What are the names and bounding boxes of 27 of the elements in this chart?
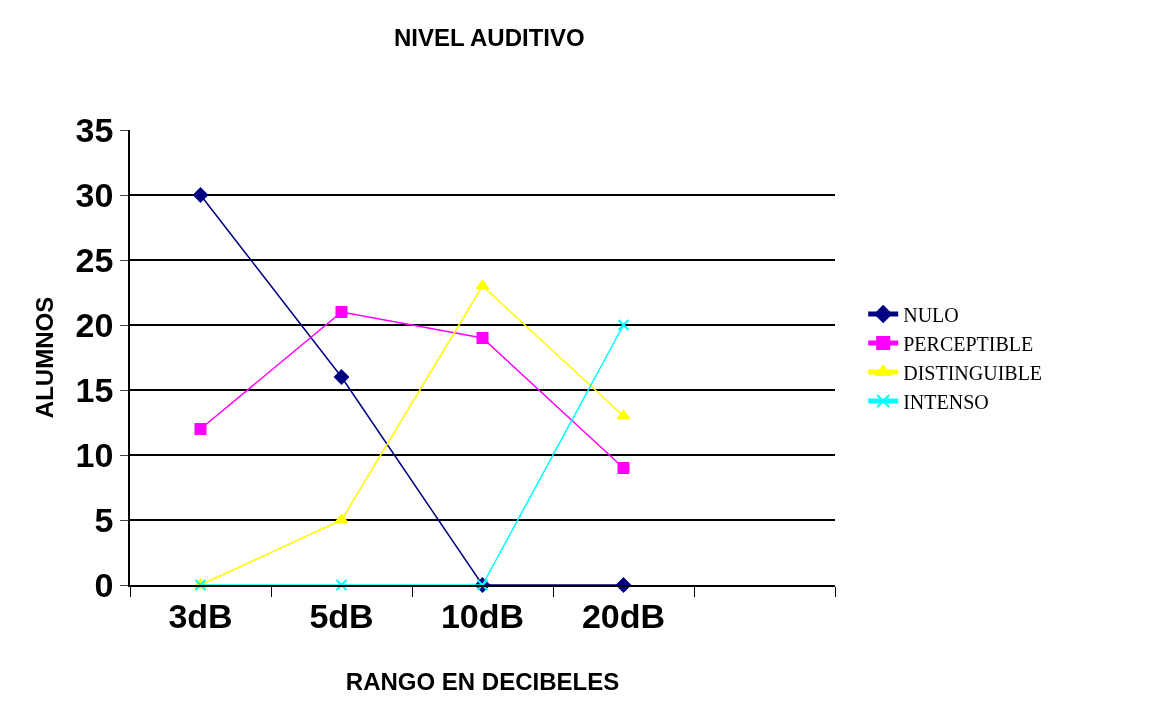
legend-label: PERCEPTIBLE [903, 332, 1034, 355]
legend-label: INTENSO [903, 390, 989, 413]
point [617, 462, 630, 474]
y-tick-label: 35 [75, 110, 114, 149]
y-tick-label: 10 [75, 435, 114, 474]
y-tick-label: 20 [75, 305, 114, 344]
chart-title: NIVEL AUDITIVO [393, 23, 585, 51]
x-tick-label: 20dB [581, 596, 666, 635]
legend-label: NULO [903, 303, 959, 326]
y-axis-title: ALUMNOS [31, 296, 59, 419]
point [334, 369, 349, 385]
point [335, 306, 348, 318]
point [335, 579, 348, 591]
point [617, 319, 630, 331]
y-tick-label: 15 [75, 370, 114, 409]
x-tick-label: 5dB [309, 596, 374, 635]
y-tick-label: 0 [94, 565, 114, 604]
point [193, 187, 208, 203]
point [194, 423, 207, 435]
x-tick-label: 3dB [168, 596, 233, 635]
legend-label: DISTINGUIBLE [903, 361, 1043, 384]
y-tick-label: 30 [75, 175, 114, 214]
x-axis-title: RANGO EN DECIBELES [345, 668, 620, 696]
x-tick-label: 10dB [440, 596, 525, 635]
y-tick-label: 5 [94, 500, 114, 539]
point [476, 332, 489, 344]
y-tick-label: 25 [75, 240, 114, 279]
